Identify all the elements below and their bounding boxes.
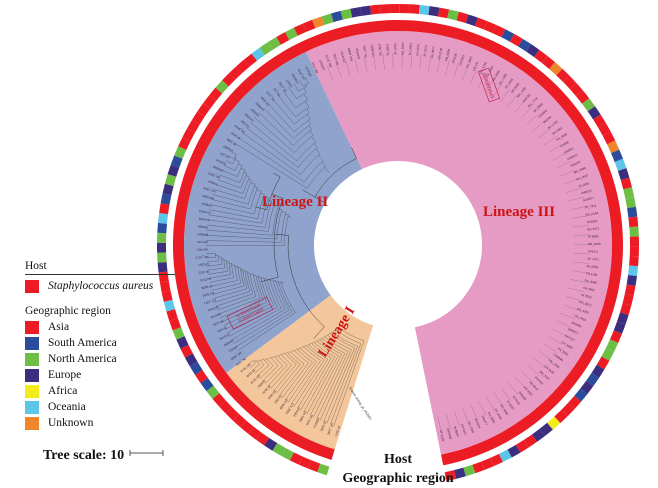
svg-text:Tree scale: 10: Tree scale: 10 xyxy=(43,448,124,463)
svg-text:Host: Host xyxy=(384,452,412,467)
svg-text:Geographic region: Geographic region xyxy=(342,471,454,486)
